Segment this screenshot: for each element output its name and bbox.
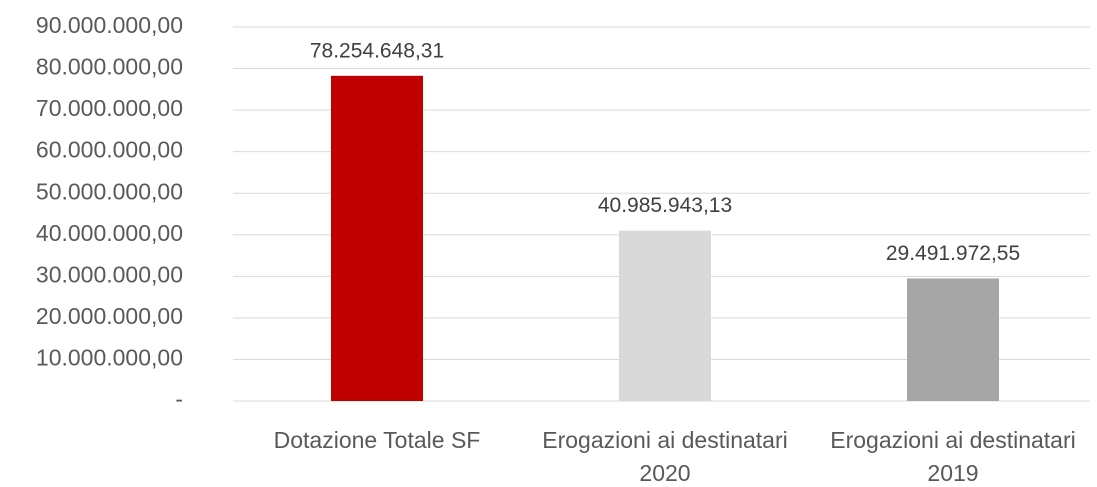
y-tick-label: 90.000.000,00 — [36, 12, 183, 38]
bar — [907, 278, 999, 401]
data-label: 29.491.972,55 — [886, 242, 1020, 265]
x-tick-label: Erogazioni ai destinatari 2019 — [830, 427, 1076, 486]
y-tick-label: 20.000.000,00 — [36, 303, 183, 329]
y-tick-label: 40.000.000,00 — [36, 220, 183, 246]
data-label: 40.985.943,13 — [598, 194, 732, 217]
bar — [331, 75, 423, 401]
x-tick-label: Dotazione Totale SF — [273, 427, 481, 453]
y-tick-label: - — [175, 386, 183, 412]
y-tick-label: 60.000.000,00 — [36, 137, 183, 163]
y-tick-label: 80.000.000,00 — [36, 54, 183, 80]
x-tick-label: Erogazioni ai destinatari 2020 — [542, 427, 788, 486]
y-tick-label: 10.000.000,00 — [36, 345, 183, 371]
y-tick-label: 70.000.000,00 — [36, 95, 183, 121]
bar — [619, 230, 711, 401]
y-tick-label: 50.000.000,00 — [36, 178, 183, 204]
data-label: 78.254.648,31 — [310, 39, 444, 62]
y-tick-label: 30.000.000,00 — [36, 261, 183, 287]
